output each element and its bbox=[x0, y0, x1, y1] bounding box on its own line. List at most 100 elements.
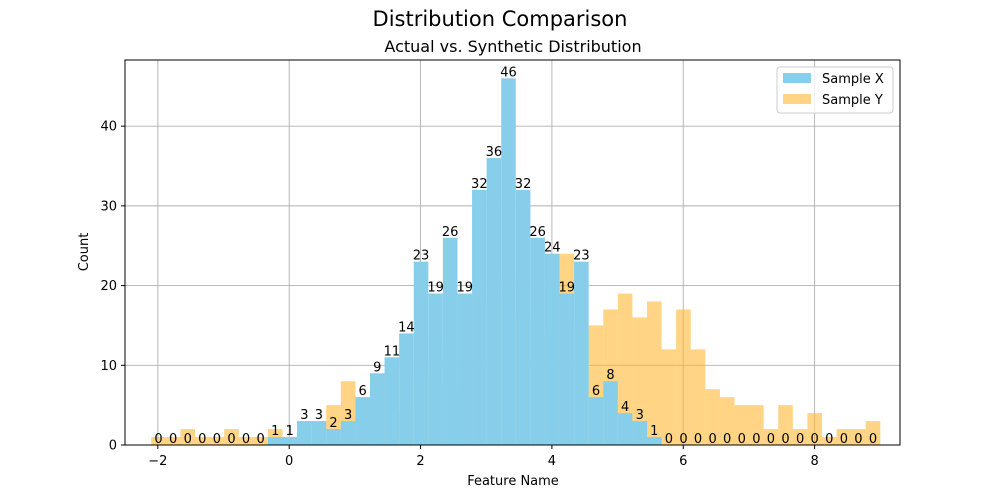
bar-label-sample-x: 0 bbox=[767, 432, 775, 447]
x-tick-label: −2 bbox=[148, 454, 167, 469]
bar-label-sample-x: 0 bbox=[154, 432, 162, 447]
bar-sample-x bbox=[559, 293, 575, 445]
bar-sample-x bbox=[340, 421, 356, 445]
bar-label-sample-x: 19 bbox=[427, 281, 444, 296]
bar-sample-x bbox=[355, 397, 370, 445]
y-tick-label: 20 bbox=[100, 279, 117, 294]
bar-sample-x bbox=[617, 413, 633, 445]
bar-label-sample-x: 0 bbox=[198, 432, 206, 447]
bar-sample-y bbox=[719, 397, 735, 445]
bar-sample-x bbox=[486, 158, 502, 446]
bar-label-sample-x: 0 bbox=[781, 432, 789, 447]
bar-sample-x bbox=[428, 293, 443, 445]
bar-label-sample-x: 0 bbox=[738, 432, 746, 447]
bar-label-sample-x: 0 bbox=[811, 432, 819, 447]
bar-label-sample-x: 14 bbox=[398, 320, 415, 335]
chart-subtitle: Actual vs. Synthetic Distribution bbox=[384, 37, 641, 56]
bar-sample-x bbox=[632, 421, 648, 445]
y-tick-label: 40 bbox=[100, 120, 117, 135]
series-sample-x-bars bbox=[267, 78, 662, 446]
y-tick-label: 30 bbox=[100, 199, 117, 214]
bar-sample-x bbox=[369, 373, 385, 445]
bar-label-sample-x: 0 bbox=[665, 432, 673, 447]
bar-labels: 0 0 0 0 0 0 0 01 13 32369111423192619323646322624… bbox=[154, 65, 877, 447]
bar-label-sample-x: 0 bbox=[840, 432, 848, 447]
bar-sample-x bbox=[384, 357, 400, 445]
bar-label-sample-x: 0 bbox=[723, 432, 731, 447]
bar-sample-y bbox=[647, 301, 662, 445]
bar-label-sample-x: 0 bbox=[213, 432, 221, 447]
bar-label-sample-x: 24 bbox=[544, 241, 561, 256]
bar-sample-x bbox=[603, 381, 618, 445]
bar-sample-y bbox=[209, 437, 225, 445]
bar-sample-x bbox=[297, 421, 312, 445]
bar-label-sample-x: 32 bbox=[471, 177, 488, 192]
bar-sample-y bbox=[632, 317, 648, 445]
x-tick-label: 6 bbox=[679, 454, 687, 469]
bar-sample-x bbox=[588, 397, 604, 445]
bar-sample-y bbox=[749, 405, 764, 445]
bar-label-sample-x: 6 bbox=[592, 384, 600, 399]
bar-label-sample-x: 3 bbox=[315, 408, 323, 423]
bar-label-sample-x: 0 bbox=[825, 432, 833, 447]
bar-label-sample-x: 19 bbox=[559, 281, 576, 296]
bar-label-sample-x: 0 bbox=[694, 432, 702, 447]
bar-sample-y bbox=[836, 429, 852, 445]
bar-label-sample-x: 0 bbox=[708, 432, 716, 447]
bar-sample-y bbox=[778, 405, 793, 445]
bar-sample-x bbox=[282, 437, 298, 445]
bar-label-sample-x: 32 bbox=[515, 177, 532, 192]
bar-sample-y bbox=[165, 437, 181, 445]
bar-sample-y bbox=[151, 437, 166, 445]
bar-label-sample-x: 1 bbox=[650, 424, 658, 439]
x-tick-label: 4 bbox=[548, 454, 556, 469]
y-tick-label: 10 bbox=[100, 359, 117, 374]
bar-label-sample-x: 0 bbox=[869, 432, 877, 447]
bar-sample-y bbox=[851, 429, 866, 445]
bar-sample-x bbox=[544, 253, 560, 445]
bar-label-sample-x: 6 bbox=[359, 384, 367, 399]
legend-label-sample-x: Sample X bbox=[822, 72, 884, 87]
bar-label-sample-x: 26 bbox=[442, 225, 459, 240]
bar-sample-y bbox=[792, 429, 808, 445]
bar-sample-x bbox=[457, 293, 473, 445]
bar-label-sample-x: 3 bbox=[636, 408, 644, 423]
bar-sample-y bbox=[763, 429, 779, 445]
chart-title: Distribution Comparison bbox=[373, 7, 628, 31]
bar-label-sample-x: 1 bbox=[271, 424, 279, 439]
bar-sample-y bbox=[180, 429, 196, 445]
legend: Sample X Sample Y bbox=[776, 66, 894, 114]
bar-sample-x bbox=[311, 421, 327, 445]
x-tick-label: 0 bbox=[285, 454, 293, 469]
x-tick-label: 8 bbox=[810, 454, 818, 469]
bar-label-sample-x: 0 bbox=[256, 432, 264, 447]
bar-label-sample-x: 23 bbox=[573, 249, 590, 264]
bar-label-sample-x: 0 bbox=[184, 432, 192, 447]
bar-label-sample-x: 3 bbox=[300, 408, 308, 423]
bar-label-sample-x: 2 bbox=[329, 416, 337, 431]
bar-sample-x bbox=[501, 78, 516, 445]
bar-sample-y bbox=[195, 437, 210, 445]
bar-sample-y bbox=[661, 349, 677, 445]
bar-label-sample-x: 9 bbox=[373, 360, 381, 375]
plot-frame bbox=[124, 59, 901, 446]
bar-label-sample-x: 0 bbox=[169, 432, 177, 447]
bar-sample-y bbox=[734, 405, 750, 445]
bar-label-sample-x: 23 bbox=[413, 249, 430, 264]
x-axis-label: Feature Name bbox=[467, 474, 559, 489]
bar-sample-y bbox=[690, 349, 706, 445]
bar-sample-y bbox=[617, 293, 633, 445]
bar-sample-x bbox=[267, 437, 283, 445]
bar-label-sample-x: 0 bbox=[796, 432, 804, 447]
bar-sample-x bbox=[442, 237, 458, 445]
bar-sample-y bbox=[705, 389, 720, 445]
bar-label-sample-x: 11 bbox=[384, 344, 401, 359]
legend-swatch-sample-x bbox=[783, 73, 811, 83]
bar-sample-y bbox=[224, 429, 239, 445]
bar-sample-x bbox=[399, 333, 414, 445]
bar-sample-y bbox=[865, 421, 881, 445]
bar-sample-y bbox=[807, 413, 822, 445]
legend-label-sample-y: Sample Y bbox=[822, 93, 883, 108]
bar-label-sample-x: 4 bbox=[621, 400, 629, 415]
